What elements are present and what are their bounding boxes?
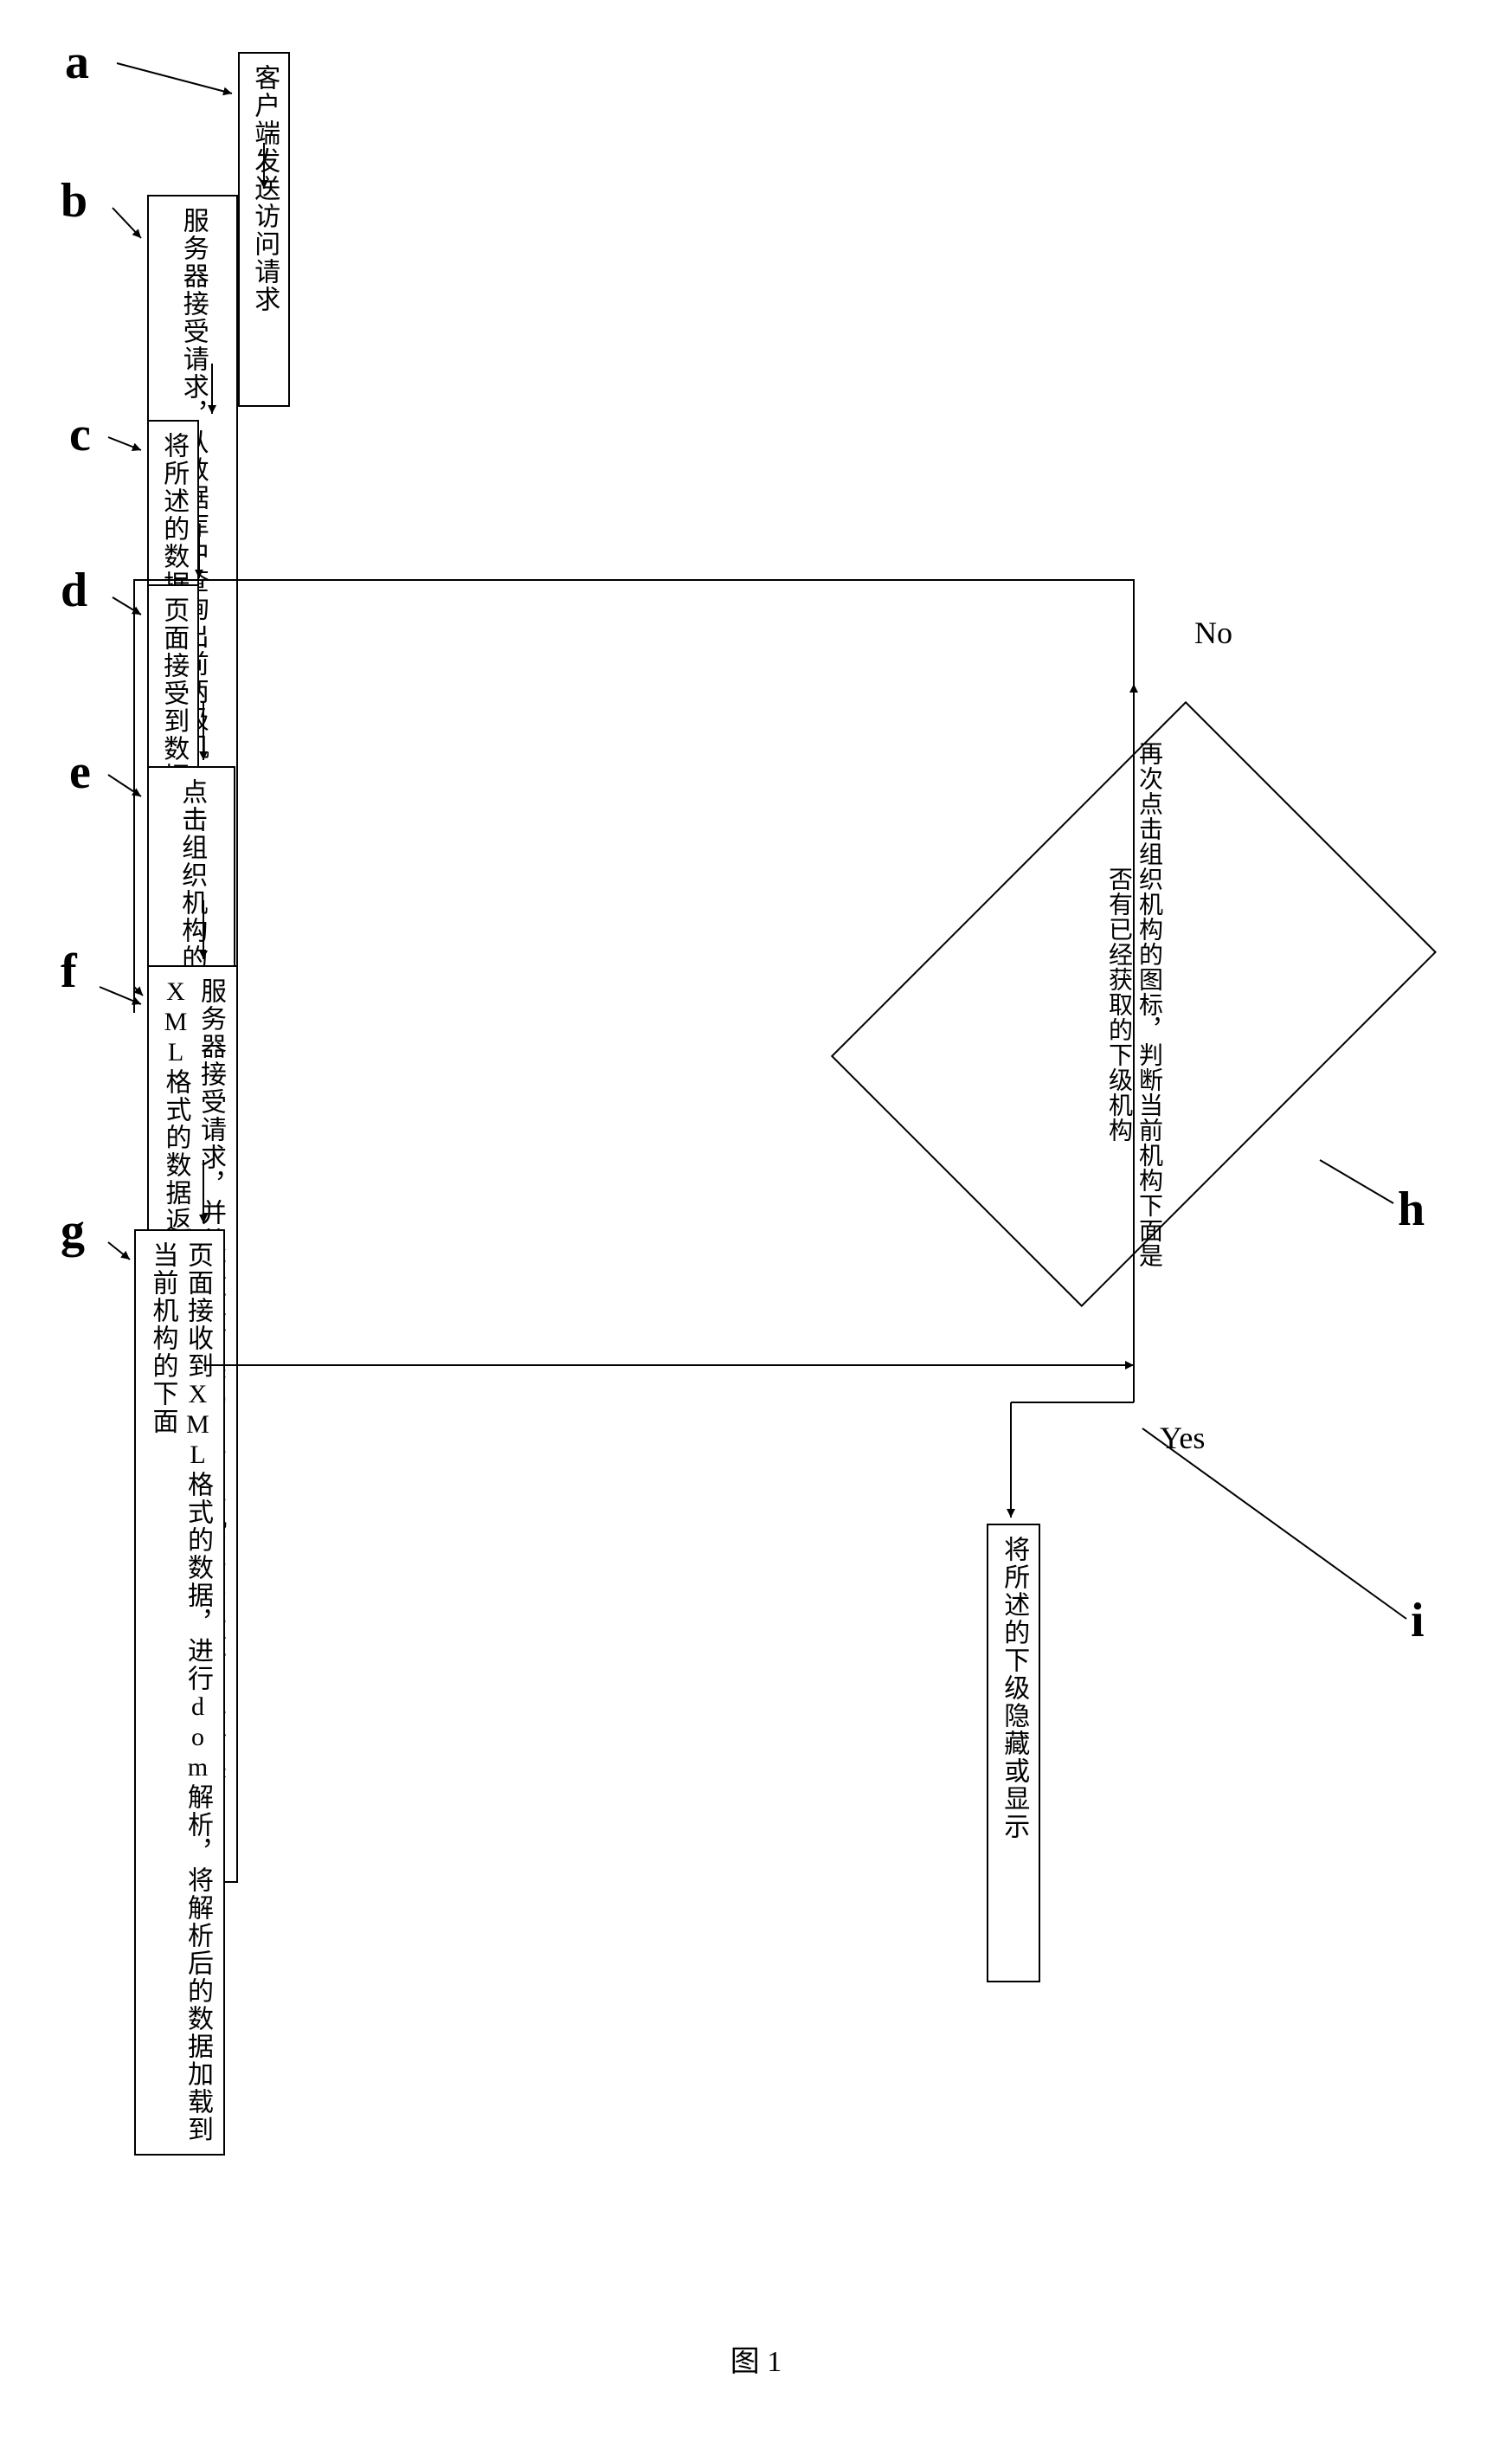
arrows-layer <box>35 35 1477 2414</box>
flowchart-canvas: a b c d e f g h i 客户端发送访问请求 服务器接受请求，从数据库… <box>35 35 1477 2414</box>
figure-caption: 图 1 <box>35 2337 1477 2380</box>
diamond-h-text: 再次点击组织机构的图标，判断当前机构下面是否有已经获取的下级机构 <box>1103 738 1164 1271</box>
